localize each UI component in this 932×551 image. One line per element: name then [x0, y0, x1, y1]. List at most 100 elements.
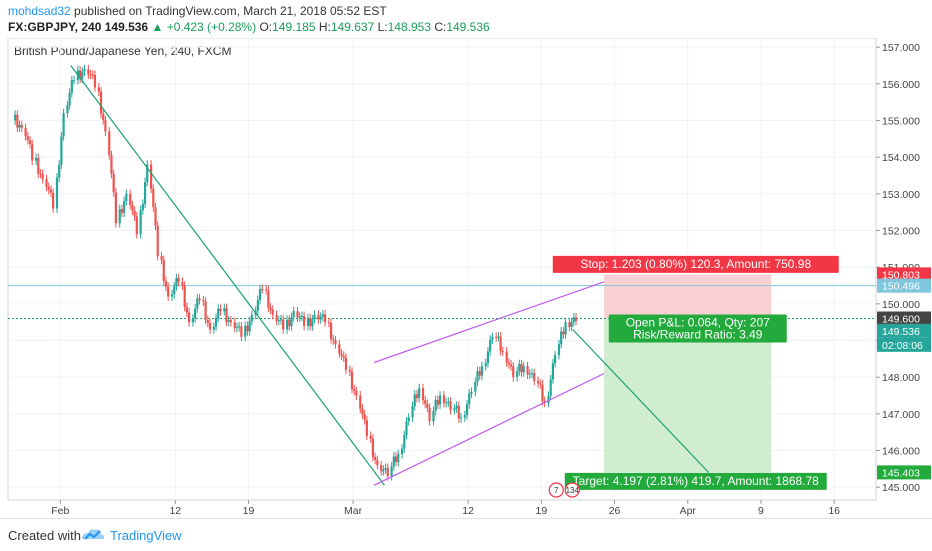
candle-body: [564, 322, 567, 335]
candle-body: [465, 404, 469, 416]
event-badge-text: 7: [554, 486, 559, 495]
candle-body: [371, 438, 375, 458]
candle-body: [47, 186, 50, 190]
candle-body: [342, 355, 345, 358]
tradingview-brand-link[interactable]: TradingView: [110, 528, 182, 543]
candle-body: [177, 278, 180, 282]
tradingview-logo-icon[interactable]: [80, 526, 106, 549]
target-badge-text: Target: 4.197 (2.81%) 419.7, Amount: 186…: [573, 474, 819, 488]
candle-body: [449, 401, 452, 411]
price-label-bg: [877, 311, 931, 326]
price-label-bg: [877, 267, 931, 282]
candle-body: [104, 120, 107, 132]
candle-body: [187, 312, 191, 323]
candle-body: [478, 371, 481, 376]
candle-body: [183, 285, 186, 307]
created-with-text: Created with: [8, 528, 81, 543]
price-label-text: 149.536: [882, 326, 920, 338]
candle-body: [162, 259, 165, 282]
candle-body: [507, 362, 510, 365]
target-badge-bg: [564, 472, 827, 490]
candle-body: [97, 87, 100, 92]
candle-body: [499, 336, 502, 352]
candle-body: [269, 307, 272, 310]
candle-body: [516, 371, 519, 378]
candle-body: [58, 164, 61, 178]
candle-body: [256, 299, 259, 311]
candle-body: [394, 456, 398, 462]
candle-body: [279, 319, 283, 321]
candle-body: [424, 400, 427, 404]
symbol-line: FX:GBPJPY, 240 149.536 ▲ +0.423 (+0.28%)…: [8, 20, 490, 34]
candle-body: [24, 127, 27, 137]
candle-body: [141, 203, 144, 211]
candle-body: [41, 173, 44, 180]
candle-body: [533, 373, 536, 381]
candle-body: [355, 391, 358, 396]
candle-body: [426, 403, 429, 408]
candle-body: [380, 465, 383, 472]
candle-body: [300, 315, 304, 317]
candle-body: [288, 319, 291, 327]
candle-body: [208, 322, 212, 330]
candle-body: [501, 351, 504, 353]
y-tick-label: 157.000: [882, 42, 920, 54]
candle-body: [285, 319, 289, 330]
candle-body: [536, 380, 540, 384]
candle-body: [164, 281, 168, 287]
candle-body: [240, 326, 243, 337]
candle-body: [323, 314, 327, 323]
candle-body: [407, 417, 410, 422]
candle-body: [574, 317, 578, 321]
candle-body: [83, 69, 86, 72]
candle-body: [258, 289, 262, 300]
y-tick-label: 146.000: [882, 446, 920, 458]
candle-body: [277, 320, 280, 322]
candle-body: [133, 210, 136, 217]
high-label: H:: [318, 20, 331, 34]
candle-body: [442, 395, 446, 404]
price-label-bg: [877, 278, 931, 293]
candle-body: [212, 326, 215, 330]
price-chart[interactable]: British Pound/Japanese Yen, 240, FXCM St…: [0, 38, 932, 518]
candle-body: [470, 391, 473, 394]
candle-body: [476, 371, 479, 382]
candle-body: [432, 410, 435, 422]
stop-badge: Stop: 1.203 (0.80%) 120.3, Amount: 750.9…: [552, 255, 839, 273]
candle-body: [72, 80, 76, 82]
candle-body: [363, 414, 366, 421]
candle-body: [70, 80, 73, 93]
y-tick-label: 150.000: [882, 299, 920, 311]
candle-body: [445, 402, 448, 404]
candle-body: [530, 373, 534, 375]
stop-zone: [604, 274, 772, 319]
x-tick-label: 12: [169, 505, 181, 517]
candle-body: [392, 456, 395, 467]
stop-badge-bg: [552, 255, 839, 273]
candle-body: [204, 301, 207, 320]
candle-body: [539, 383, 542, 385]
candle-body: [421, 388, 425, 401]
y-tick-label: 152.000: [882, 226, 920, 238]
candle-body: [365, 420, 368, 436]
candle-body: [518, 364, 521, 372]
close-value: 149.536: [446, 20, 490, 34]
candle-body: [167, 286, 170, 297]
candle-body: [223, 308, 226, 312]
candle-body: [52, 192, 55, 209]
candle-body: [311, 319, 314, 327]
y-tick-label: 153.000: [882, 189, 920, 201]
y-tick-label: 154.000: [882, 152, 920, 164]
candle-body: [436, 400, 439, 405]
y-tick-label: 148.000: [882, 372, 920, 384]
candle-body: [91, 74, 94, 76]
x-tick-label: Mar: [344, 505, 363, 517]
candle-body: [131, 205, 134, 211]
candle-body: [397, 454, 400, 462]
candle-body: [275, 314, 278, 321]
candle-body: [344, 357, 348, 370]
author-link[interactable]: mohdsad32: [8, 4, 71, 18]
candle-body: [152, 188, 155, 208]
pnl-badge-text: Risk/Reward Ratio: 3.49: [633, 328, 763, 342]
